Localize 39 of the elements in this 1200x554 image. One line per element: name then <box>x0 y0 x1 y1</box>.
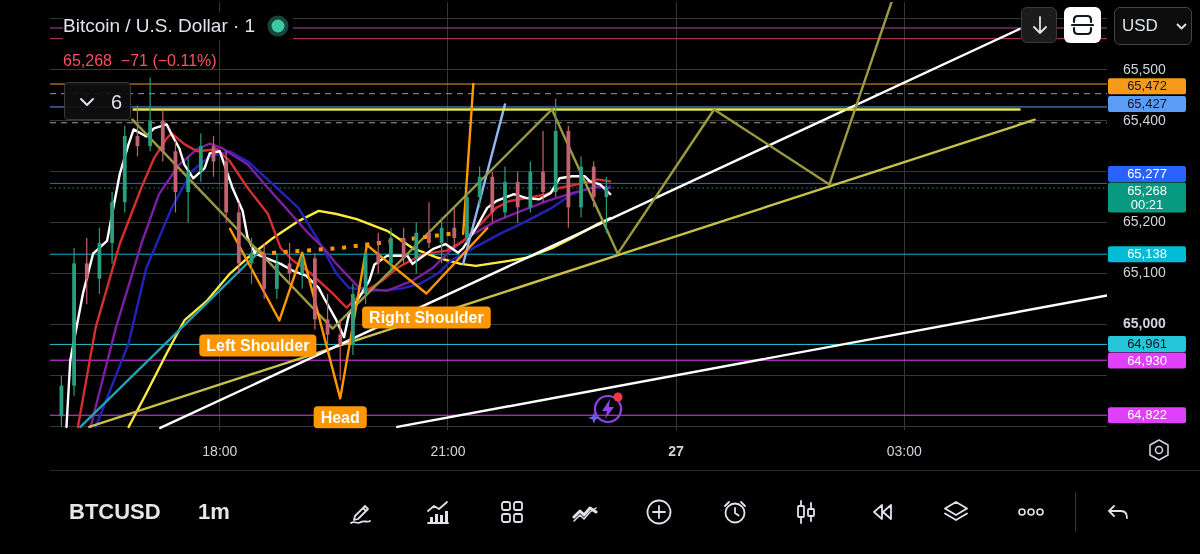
ref-line-label: 65,427 <box>1127 96 1167 112</box>
candlestick <box>427 201 431 249</box>
candlestick <box>452 206 457 249</box>
x-tick-label: 03:00 <box>886 443 922 460</box>
ref-line-label: 65,277 <box>1127 165 1167 181</box>
candlestick <box>439 216 444 264</box>
ref-line-label: 65,472 <box>1127 78 1167 94</box>
candlestick <box>300 255 305 290</box>
ref-line-label: 65,138 <box>1127 246 1167 262</box>
ref-line-label: 64,822 <box>1127 407 1167 423</box>
text: BTCUSD <box>69 499 161 525</box>
candlestick <box>477 165 482 208</box>
y-tick-label: 65,000 <box>1123 315 1167 332</box>
annotation: Left Shoulder <box>206 336 310 354</box>
candlestick <box>376 232 381 275</box>
annotation: Right Shoulder <box>369 308 484 326</box>
candlestick <box>338 318 343 382</box>
text: Bitcoin / U.S. Dollar · 1 <box>63 14 256 38</box>
ref-line-label: 64,930 <box>1127 352 1167 368</box>
candlestick <box>84 237 89 305</box>
annotation: Head <box>320 408 360 426</box>
x-tick-label: 27 <box>668 443 685 460</box>
candlestick <box>541 130 545 203</box>
currency-dropdown: USD <box>1114 7 1192 45</box>
text: 1m <box>198 499 230 525</box>
toggle-button: 6 <box>64 82 131 120</box>
x-tick-label: 21:00 <box>430 443 466 460</box>
y-tick-label: 65,200 <box>1123 213 1167 230</box>
candlestick <box>604 176 609 234</box>
y-tick-label: 65,500 <box>1123 60 1167 77</box>
candlestick <box>186 155 191 224</box>
annotation: 6 <box>111 90 123 114</box>
y-tick-label: 65,400 <box>1123 111 1167 128</box>
x-tick-label: 18:00 <box>202 443 238 460</box>
ref-line-label: 64,961 <box>1127 336 1167 352</box>
ref-line-label: 65,268 00:21 <box>1127 182 1167 212</box>
text: 65,268 −71 (−0.11%) <box>63 51 217 71</box>
y-tick-label: 65,100 <box>1123 264 1167 281</box>
candlestick <box>401 227 406 264</box>
